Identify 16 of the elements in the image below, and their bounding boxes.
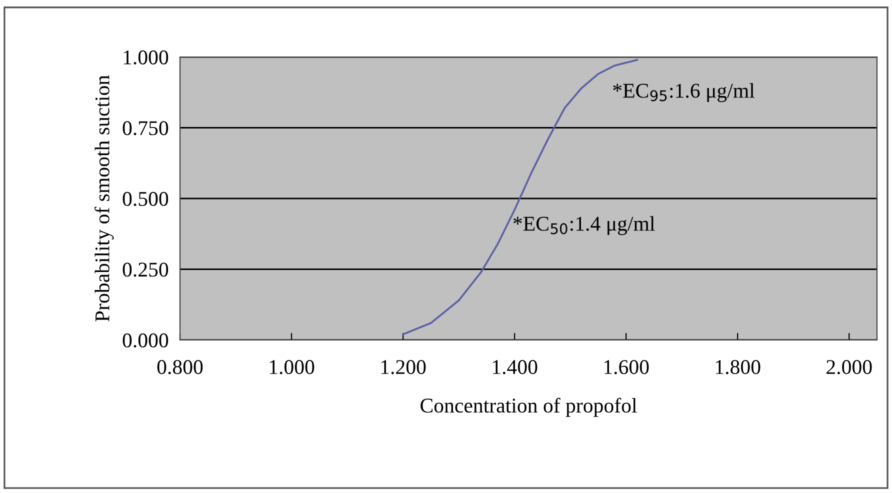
y-axis-title: Probability of smooth suction xyxy=(94,75,114,322)
x-tick-label: 2.000 xyxy=(826,360,872,374)
y-tick-label: 0.500 xyxy=(122,192,168,206)
x-tick-label: 1.800 xyxy=(716,360,760,374)
x-tick-label: 1.200 xyxy=(381,360,426,374)
x-tick-label: 1.000 xyxy=(270,360,314,374)
annotation: *EC$_{50}$:1.4 μg/ml xyxy=(513,216,655,236)
x-tick-label: 0.800 xyxy=(157,360,203,374)
y-tick-label: 0.750 xyxy=(122,121,168,136)
x-axis-title: Concentration of propofol xyxy=(420,398,637,417)
x-tick-label: 1.400 xyxy=(492,360,538,374)
y-tick-label: 0.250 xyxy=(122,262,168,277)
annotation: *EC$_{95}$:1.6 μg/ml xyxy=(613,83,754,102)
y-tick-label: 0.000 xyxy=(122,333,168,348)
y-tick-label: 1.000 xyxy=(124,50,168,65)
x-tick-label: 1.600 xyxy=(604,360,649,374)
